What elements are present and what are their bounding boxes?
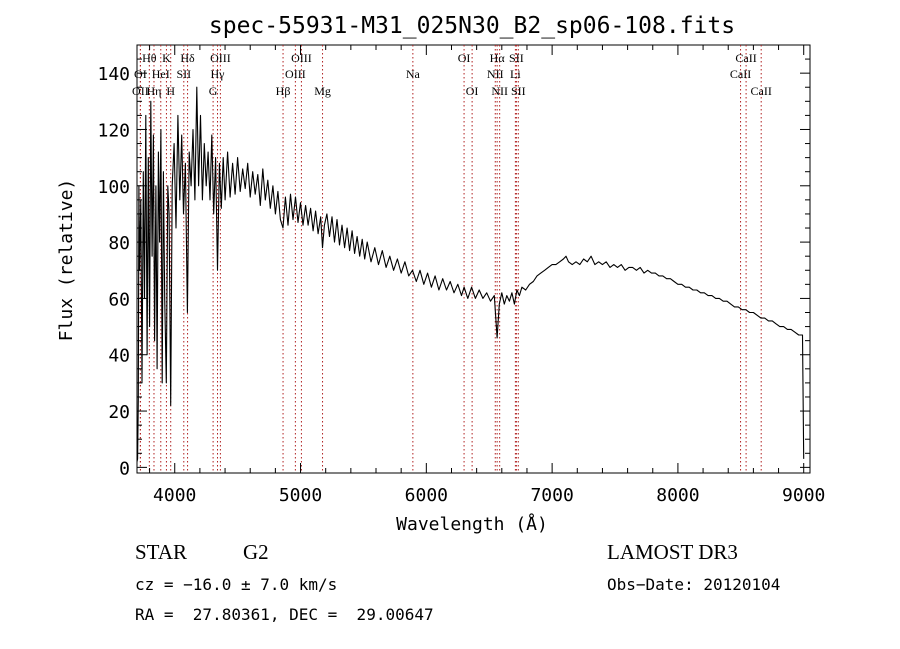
line-marker-label: OI bbox=[466, 84, 479, 98]
line-marker-label: CaII bbox=[735, 51, 756, 65]
line-marker-label: NII bbox=[487, 67, 504, 81]
line-marker-label: Hθ bbox=[142, 51, 157, 65]
line-marker-label: Hγ bbox=[211, 67, 226, 81]
x-tick-label: 8000 bbox=[656, 485, 699, 506]
line-marker-label: K bbox=[162, 51, 171, 65]
redshift-velocity: cz = −16.0 ± 7.0 km/s bbox=[135, 575, 337, 594]
x-tick-label: 6000 bbox=[405, 485, 448, 506]
y-tick-label: 120 bbox=[97, 120, 130, 141]
y-tick-label: 0 bbox=[119, 458, 130, 479]
x-tick-label: 5000 bbox=[279, 485, 322, 506]
survey-label: LAMOST DR3 bbox=[607, 540, 738, 564]
line-marker-label: OI bbox=[134, 67, 147, 81]
y-axis-label: Flux (relative) bbox=[56, 179, 77, 342]
line-marker-label: H bbox=[166, 84, 175, 98]
line-marker-label: NII bbox=[491, 84, 508, 98]
plot-frame bbox=[136, 44, 811, 474]
line-marker-label: OIII bbox=[210, 51, 231, 65]
line-marker-label: Li bbox=[510, 67, 521, 81]
object-class: STAR bbox=[135, 540, 187, 564]
series-group bbox=[136, 86, 805, 462]
chart-title: spec-55931-M31_025N30_B2_sp06-108.fits bbox=[209, 13, 735, 39]
observation-date: Obs−Date: 20120104 bbox=[607, 575, 780, 594]
y-tick-label: 100 bbox=[97, 177, 130, 198]
line-marker-label: OIII bbox=[291, 51, 312, 65]
spectrum-line-flux bbox=[136, 86, 805, 462]
line-marker-label: Mg bbox=[314, 84, 331, 98]
line-marker-label: SII bbox=[511, 84, 526, 98]
line-marker-label: Hβ bbox=[276, 84, 291, 98]
x-tick-label: 9000 bbox=[782, 485, 825, 506]
x-axis: 4000 5000 6000 7000 8000 9000 bbox=[149, 45, 825, 506]
x-tick-label: 4000 bbox=[153, 485, 196, 506]
line-marker-label: SII bbox=[509, 51, 524, 65]
x-tick-label: 7000 bbox=[530, 485, 573, 506]
line-marker-label: HeI bbox=[152, 67, 170, 81]
line-marker-label: CaII bbox=[751, 84, 772, 98]
line-marker-label: Hα bbox=[490, 51, 506, 65]
line-marker-label: Hη bbox=[147, 84, 162, 98]
y-tick-label: 80 bbox=[108, 233, 130, 254]
line-marker-label: Na bbox=[406, 67, 421, 81]
line-marker-label: OIII bbox=[285, 67, 306, 81]
line-marker-label: CaII bbox=[730, 67, 751, 81]
y-tick-label: 60 bbox=[108, 289, 130, 310]
object-subclass: G2 bbox=[243, 540, 269, 564]
line-marker-label: SII bbox=[176, 67, 191, 81]
y-axis: 0 20 40 60 80 100 120 140 bbox=[97, 58, 810, 479]
y-tick-label: 20 bbox=[108, 402, 130, 423]
y-tick-label: 140 bbox=[97, 64, 130, 85]
line-marker-label: OI bbox=[458, 51, 471, 65]
line-marker-label: G bbox=[209, 84, 218, 98]
y-tick-label: 40 bbox=[108, 346, 130, 367]
ra-dec-coordinates: RA = 27.80361, DEC = 29.00647 bbox=[135, 605, 434, 624]
line-marker-group bbox=[139, 45, 762, 473]
line-marker-label: OII bbox=[132, 84, 149, 98]
line-marker-label: Hδ bbox=[180, 51, 195, 65]
x-axis-label: Wavelength (Å) bbox=[396, 513, 548, 535]
